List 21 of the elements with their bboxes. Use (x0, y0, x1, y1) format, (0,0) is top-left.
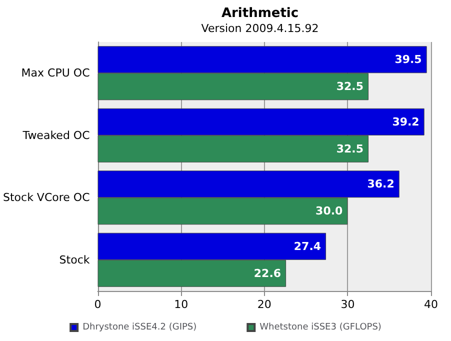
data-label: 30.0 (316, 204, 344, 218)
x-tick-label: 10 (174, 298, 188, 311)
x-tick-label: 0 (94, 298, 102, 311)
data-label: 39.2 (392, 115, 420, 128)
legend-label: Dhrystone iSSE4.2 (GIPS) (82, 322, 197, 332)
y-tick-label: Stock (59, 253, 90, 266)
chart-subtitle: Version 2009.4.15.92 (201, 22, 319, 35)
data-label: 39.5 (394, 53, 422, 66)
data-label: 36.2 (367, 178, 394, 191)
y-tick-label: Max CPU OC (21, 66, 90, 80)
x-tick-label: 40 (424, 298, 438, 311)
x-tick-label: 30 (340, 298, 355, 311)
y-tick-label: Tweaked OC (22, 128, 90, 142)
y-tick-label: Stock VCore OC (2, 191, 90, 204)
data-label: 32.5 (336, 142, 364, 156)
data-label: 22.6 (254, 266, 282, 280)
data-label: 27.4 (294, 240, 322, 253)
data-label: 32.5 (336, 80, 364, 94)
chart-title: Arithmetic (221, 6, 299, 21)
legend-label: Whetstone iSSE3 (GFLOPS) (260, 322, 382, 332)
x-tick-label: 20 (257, 298, 272, 311)
